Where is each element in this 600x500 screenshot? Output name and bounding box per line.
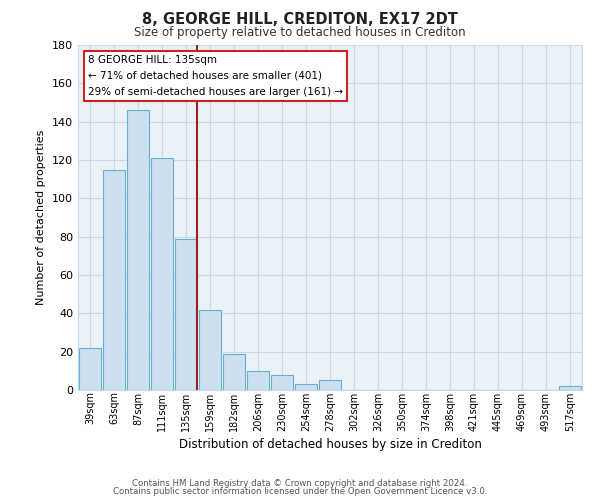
Bar: [151, 158, 173, 390]
Bar: [223, 354, 245, 390]
Y-axis label: Number of detached properties: Number of detached properties: [37, 130, 46, 305]
Bar: [271, 374, 293, 390]
Bar: [199, 310, 221, 390]
X-axis label: Distribution of detached houses by size in Crediton: Distribution of detached houses by size …: [179, 438, 481, 450]
Bar: [127, 110, 149, 390]
Text: Contains public sector information licensed under the Open Government Licence v3: Contains public sector information licen…: [113, 487, 487, 496]
Bar: [175, 238, 197, 390]
Text: 8, GEORGE HILL, CREDITON, EX17 2DT: 8, GEORGE HILL, CREDITON, EX17 2DT: [142, 12, 458, 28]
Bar: [559, 386, 581, 390]
Bar: [103, 170, 125, 390]
Bar: [79, 348, 101, 390]
Text: Size of property relative to detached houses in Crediton: Size of property relative to detached ho…: [134, 26, 466, 39]
Text: 8 GEORGE HILL: 135sqm
← 71% of detached houses are smaller (401)
29% of semi-det: 8 GEORGE HILL: 135sqm ← 71% of detached …: [88, 56, 343, 96]
Bar: [295, 384, 317, 390]
Bar: [319, 380, 341, 390]
Bar: [247, 371, 269, 390]
Text: Contains HM Land Registry data © Crown copyright and database right 2024.: Contains HM Land Registry data © Crown c…: [132, 478, 468, 488]
